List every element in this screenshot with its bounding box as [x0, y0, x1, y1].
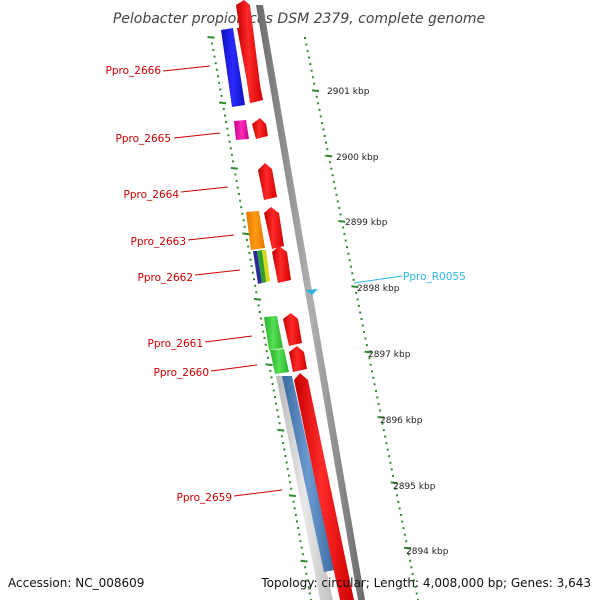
topology-text: Topology: circular; Length: 4,008,000 bp…: [260, 576, 591, 590]
cds-2664-forward: [258, 163, 277, 200]
gene-label-ppro-2661[interactable]: Ppro_2661: [148, 338, 203, 350]
ruler-major-tick: [300, 559, 308, 563]
cds-2660-forward: [289, 346, 307, 372]
gene-label-ppro-2665[interactable]: Ppro_2665: [116, 133, 171, 145]
gene-label-ppro-r0055[interactable]: Ppro_R0055: [403, 271, 466, 283]
ruler-major-tick: [377, 416, 385, 419]
cds-2666-forward: [237, 26, 263, 103]
cds-2665-forward: [252, 118, 268, 139]
ruler-label: 2896 kbp: [380, 416, 423, 426]
ruler-major-tick: [265, 363, 273, 367]
ruler-label: 2897 kbp: [368, 350, 411, 360]
ruler-right: [304, 37, 419, 600]
gene-label-ppro-2664[interactable]: Ppro_2664: [124, 189, 180, 201]
ruler-label: 2901 kbp: [327, 87, 370, 97]
ruler-major-tick: [311, 89, 320, 93]
cds-2665-reverse: [234, 120, 249, 140]
ruler-major-tick: [403, 546, 412, 550]
ruler-major-tick: [277, 428, 285, 432]
gene-label-ppro-2662[interactable]: Ppro_2662: [138, 272, 193, 284]
cds-2661-reverse: [264, 316, 283, 350]
cds-2666-reverse: [221, 28, 245, 107]
cds-2662-forward: [272, 246, 291, 283]
ruler-major-tick: [338, 220, 346, 223]
ruler-label: 2894 kbp: [406, 547, 449, 557]
accession-text: Accession: NC_008609: [8, 576, 144, 590]
ruler-label: 2900 kbp: [336, 153, 379, 163]
gene-leaders: [162, 65, 403, 497]
ruler-label: 2899 kbp: [345, 218, 388, 228]
cds-2663-forward: [264, 207, 284, 249]
ruler-major-tick: [242, 232, 250, 236]
genome-backbone: [256, 5, 365, 600]
ruler-label: 2895 kbp: [393, 482, 436, 492]
ruler-major-tick: [351, 285, 359, 289]
ruler-major-tick: [230, 166, 238, 170]
rna-r0055-marker: [306, 289, 318, 295]
ruler-major-tick: [364, 350, 372, 354]
cds-2663-reverse: [246, 211, 265, 250]
cds-2662-green: [257, 250, 267, 283]
cds-2661-forward: [283, 313, 302, 346]
cds-2659-steel: [282, 376, 335, 572]
ruler-major-tick: [207, 36, 215, 39]
ruler-major-tick: [325, 154, 333, 158]
ruler-left: [207, 36, 312, 600]
ruler-label: 2898 kbp: [357, 284, 400, 294]
cds-2662-navy: [253, 251, 262, 284]
ruler-major-tick: [253, 297, 262, 301]
cds-2659-forward: [294, 373, 354, 600]
ruler-major-tick: [390, 481, 398, 485]
ruler-major-tick: [288, 494, 297, 498]
gene-label-ppro-2659[interactable]: Ppro_2659: [177, 492, 232, 504]
cds-2662-yellow: [262, 250, 270, 282]
map-title: Pelobacter propionicus DSM 2379, complet…: [113, 11, 485, 27]
gene-label-ppro-2660[interactable]: Ppro_2660: [154, 367, 209, 379]
gene-label-ppro-2663[interactable]: Ppro_2663: [131, 236, 186, 248]
gene-label-ppro-2666[interactable]: Ppro_2666: [106, 65, 162, 77]
cds-2660-reverse: [270, 349, 289, 374]
ruler-major-tick: [218, 101, 227, 105]
